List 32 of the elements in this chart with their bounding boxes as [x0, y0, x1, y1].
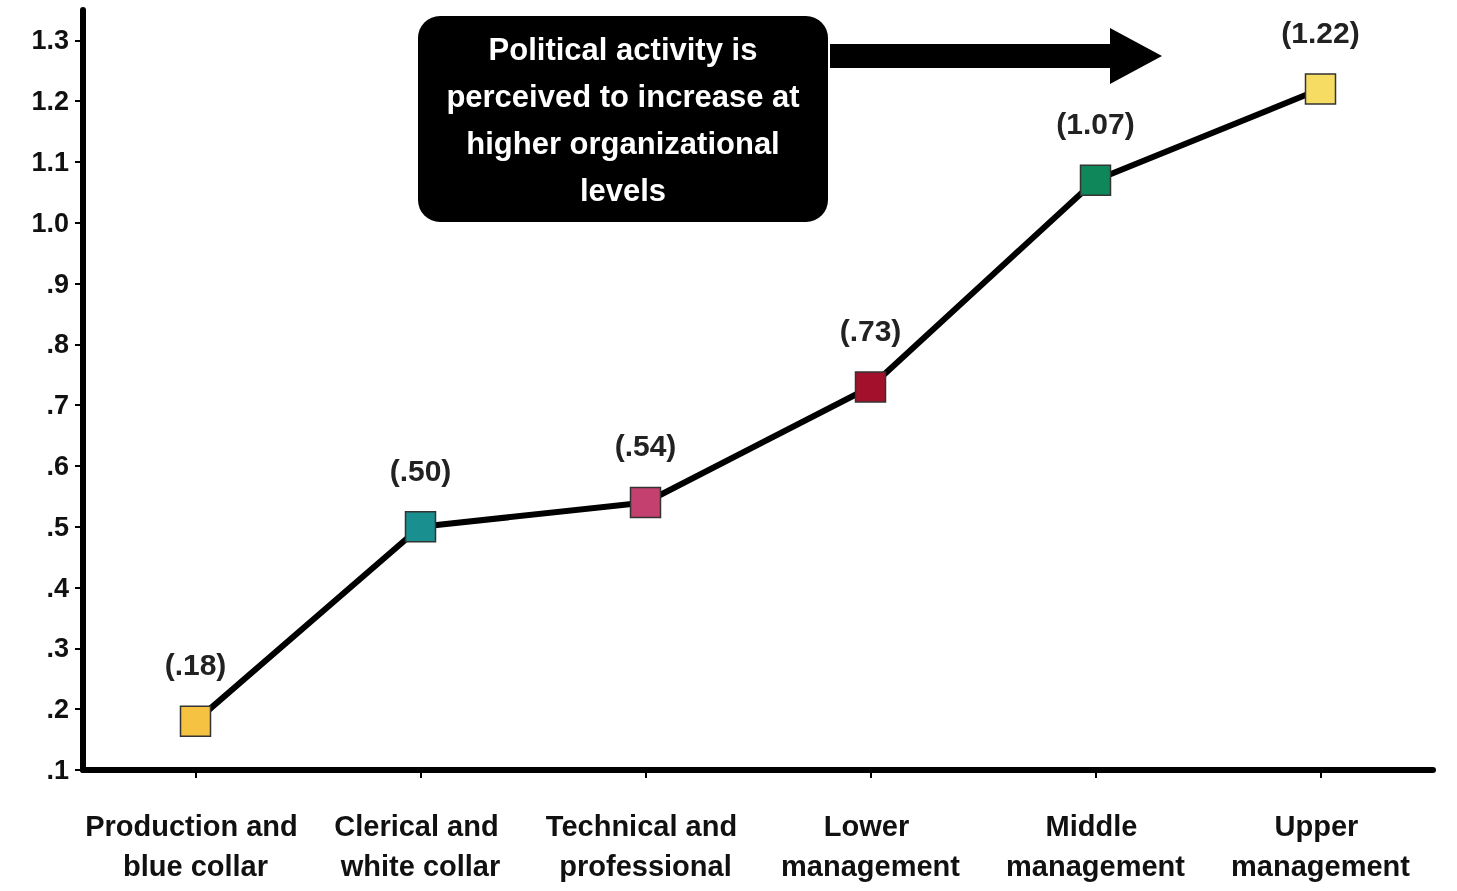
point: [854, 371, 887, 403]
y-tick-label: .8: [46, 329, 69, 360]
data-label: (.54): [614, 429, 677, 463]
y-tick-label: .1: [46, 755, 69, 785]
x-tick-label: Production and blue collar: [85, 810, 306, 882]
point: [179, 705, 212, 738]
y-tick-label: 1.2: [31, 86, 69, 117]
y-tick-label: 1.0: [31, 207, 69, 238]
data-label: (.50): [389, 453, 452, 487]
point: [1079, 164, 1112, 196]
x-tick-label: Upper management: [1231, 810, 1411, 882]
data-label: (1.07): [1056, 106, 1135, 140]
data-label: (.18): [164, 648, 227, 682]
y-tick-label: .3: [46, 633, 69, 664]
point: [629, 486, 662, 519]
y-tick-label: .4: [46, 572, 69, 603]
x-tick-label: Clerical and white collar: [334, 810, 507, 882]
point: [1304, 73, 1337, 105]
data-label: (1.22): [1281, 15, 1360, 49]
y-tick-label: .7: [46, 390, 69, 421]
y-tick-label: .6: [46, 451, 69, 481]
point: [404, 511, 437, 543]
y-tick-label: .9: [46, 268, 69, 299]
data-label: (.73): [839, 313, 902, 347]
x-tick-label: Middle management: [1006, 810, 1186, 882]
y-tick-label: 1.1: [31, 147, 69, 177]
x-tick-label: Technical and professional: [545, 810, 746, 882]
y-tick-label: 1.3: [31, 25, 69, 56]
y-tick-label: .2: [46, 694, 69, 725]
x-tick-label: Lower management: [781, 810, 961, 882]
y-tick-label: .5: [46, 511, 69, 542]
annotation: Political activity is perceived to increase at higher organizational levels: [418, 16, 828, 222]
